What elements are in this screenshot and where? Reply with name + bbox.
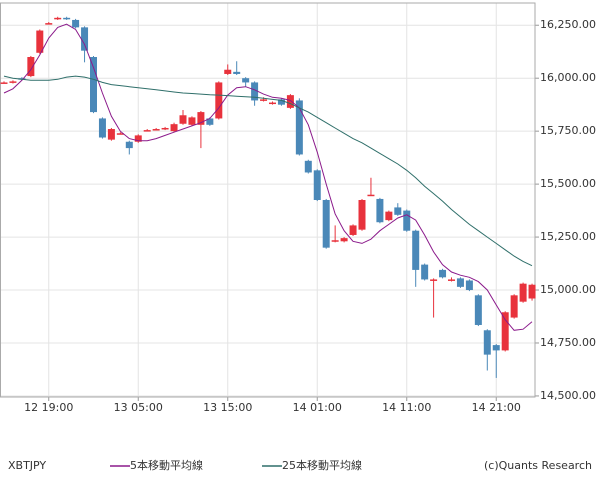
x-tick-label: 14 21:00: [472, 401, 521, 414]
candle-body: [385, 211, 393, 221]
candle-body: [439, 269, 447, 278]
candle-body: [456, 278, 464, 287]
candle-body: [367, 194, 375, 197]
candle-body: [116, 133, 124, 135]
candle-body: [421, 264, 429, 280]
y-tick-label: 14,500.00: [540, 389, 596, 402]
candle-body: [54, 17, 62, 20]
candle-body: [107, 129, 115, 140]
y-tick-label: 15,250.00: [540, 230, 596, 243]
candle-body: [215, 82, 223, 119]
candle-body: [483, 330, 491, 355]
y-tick-label: 15,000.00: [540, 283, 596, 296]
candle-body: [286, 95, 294, 108]
candle-body: [322, 200, 330, 248]
credit: (c)Quants Research: [484, 459, 592, 472]
candle-body: [0, 82, 8, 84]
y-tick-label: 16,000.00: [540, 71, 596, 84]
candle-body: [27, 57, 35, 77]
x-tick-label: 14 11:00: [382, 401, 431, 414]
x-tick-label: 13 05:00: [114, 401, 163, 414]
candle-body: [224, 69, 232, 74]
candle-body: [448, 279, 455, 281]
y-tick-label: 14,750.00: [540, 336, 596, 349]
candle-body: [358, 200, 366, 230]
candle-body: [295, 100, 303, 155]
candle-body: [45, 23, 53, 25]
candle-body: [519, 283, 527, 302]
candle-body: [304, 160, 312, 173]
candle-body: [501, 312, 509, 351]
candle-body: [125, 141, 133, 149]
candle-body: [474, 295, 482, 325]
moving-average-line: [3, 75, 533, 267]
candle-body: [170, 124, 178, 132]
candle-body: [394, 207, 402, 215]
candle-body: [143, 130, 151, 132]
legend-label: 25本移動平均線: [282, 458, 362, 472]
candle-body: [260, 99, 268, 101]
candle-body: [340, 238, 348, 242]
candle-body: [412, 230, 420, 270]
y-tick-label: 15,750.00: [540, 124, 596, 137]
candle-body: [134, 135, 142, 142]
candle-body: [233, 71, 241, 74]
x-tick-label: 14 01:00: [293, 401, 342, 414]
candle-body: [430, 279, 438, 281]
x-tick-label: 12 19:00: [24, 401, 73, 414]
candle-body: [206, 118, 214, 125]
candle-body: [269, 102, 276, 105]
candle-body: [510, 295, 518, 318]
candle-body: [492, 345, 500, 351]
candle-body: [403, 210, 411, 231]
candle-body: [376, 198, 384, 223]
candle-body: [9, 81, 17, 83]
candle-body: [98, 118, 106, 138]
candle-body: [63, 17, 71, 20]
candle-body: [242, 78, 250, 83]
candle-body: [36, 30, 44, 53]
plot-border: [0, 2, 536, 398]
candle-body: [313, 170, 321, 200]
y-tick-label: 16,250.00: [540, 18, 596, 31]
moving-average-line: [3, 23, 533, 331]
candle-body: [161, 127, 169, 130]
candle-body: [528, 284, 536, 299]
candle-body: [349, 225, 357, 235]
candle-body: [81, 27, 89, 51]
candle-body: [188, 117, 196, 125]
x-tick-label: 13 15:00: [203, 401, 252, 414]
legend-label: 5本移動平均線: [130, 458, 203, 472]
candle-body: [331, 240, 339, 242]
candle-body: [465, 280, 473, 291]
candle-body: [72, 19, 80, 28]
candle-body: [277, 99, 285, 105]
candle-body: [179, 115, 187, 124]
candle-body: [197, 112, 205, 125]
candle-body: [152, 129, 160, 131]
candle-body: [251, 82, 259, 101]
y-tick-label: 15,500.00: [540, 177, 596, 190]
symbol: XBTJPY: [8, 459, 46, 472]
candle-body: [90, 57, 97, 113]
